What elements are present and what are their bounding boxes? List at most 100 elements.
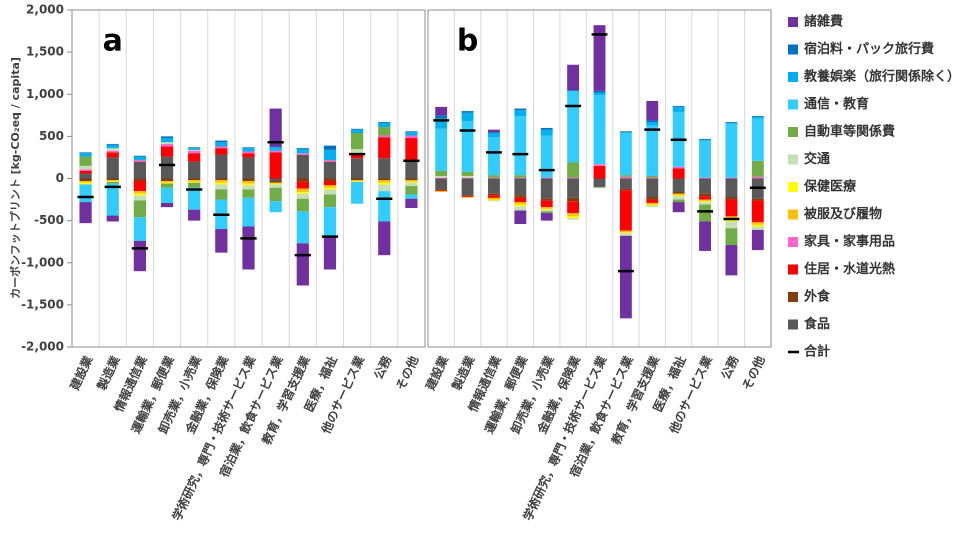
bar-segment	[488, 177, 500, 179]
bar-segment	[133, 240, 146, 272]
bar-segment	[593, 165, 606, 179]
bar-segment	[461, 195, 474, 197]
bar-segment	[405, 132, 418, 136]
bar-segment	[79, 165, 92, 170]
bar-segment	[514, 202, 527, 205]
bar-segment	[160, 142, 174, 144]
bar-segment	[79, 184, 92, 203]
bar-segment	[725, 177, 738, 179]
bar-segment	[323, 189, 337, 195]
legend-label: 食品	[804, 316, 830, 332]
bar-segment	[646, 199, 659, 203]
bar-segment	[405, 198, 418, 208]
bar-segment	[435, 189, 448, 191]
y-tick-label: 0	[56, 171, 64, 185]
bar-segment	[351, 154, 364, 159]
y-tick-label: -500	[34, 213, 64, 227]
bar-segment	[514, 108, 527, 111]
bar-segment	[188, 182, 201, 188]
bar-segment	[160, 136, 174, 139]
bar-segment	[488, 193, 500, 196]
bar-segment	[672, 191, 685, 194]
bar-segment	[242, 189, 255, 198]
legend-swatch	[788, 264, 798, 275]
bar-segment	[435, 118, 448, 129]
bar-segment	[188, 187, 201, 210]
bar-segment	[593, 90, 606, 93]
bar-segment	[514, 110, 527, 117]
bar-segment	[160, 156, 174, 179]
panel-label: a	[103, 24, 123, 59]
bar-segment	[699, 138, 711, 140]
bar-segment	[296, 149, 309, 154]
bar-segment	[646, 197, 659, 200]
bar-segment	[133, 195, 146, 201]
bar-segment	[405, 138, 418, 162]
legend-label: 教養娯楽（旅行関係除く）	[803, 69, 960, 85]
y-tick-label: 1,500	[26, 45, 64, 59]
bar-segment	[242, 148, 255, 152]
bar-segment	[593, 186, 606, 188]
bar-segment	[378, 182, 391, 185]
bar-segment	[188, 147, 201, 149]
bar-segment	[215, 142, 228, 147]
bar-segment	[323, 159, 337, 162]
bar-segment	[242, 151, 255, 154]
bar-segment	[269, 108, 282, 147]
legend-swatch	[788, 72, 798, 82]
bar-segment	[514, 178, 527, 196]
bar-segment	[215, 182, 228, 185]
bar-segment	[405, 135, 418, 139]
bar-segment	[567, 216, 580, 219]
bar-segment	[435, 115, 448, 119]
bar-segment	[461, 177, 474, 179]
bar-segment	[106, 178, 119, 181]
bar-segment	[488, 178, 500, 194]
bar-segment	[514, 116, 527, 176]
bar-segment	[488, 195, 500, 198]
bar-segment	[405, 181, 418, 183]
legend-swatch	[788, 154, 798, 165]
bar-segment	[296, 153, 309, 155]
bar-segment	[699, 204, 711, 222]
bar-segment	[540, 208, 553, 210]
bar-segment	[133, 200, 146, 218]
bar-segment	[79, 202, 92, 224]
bar-segment	[725, 245, 738, 276]
bar-segment	[323, 145, 337, 150]
legend-swatch	[788, 292, 798, 302]
bar-segment	[242, 181, 255, 184]
bar-segment	[378, 127, 391, 136]
bar-segment	[699, 202, 711, 205]
bar-segment	[461, 171, 474, 176]
bar-segment	[646, 178, 659, 198]
bar-segment	[751, 224, 764, 227]
bar-segment	[646, 120, 659, 123]
bar-segment	[540, 178, 553, 199]
bar-segment	[699, 193, 711, 197]
bar-segment	[461, 178, 474, 196]
bar-segment	[567, 218, 580, 220]
bar-segment	[188, 148, 201, 150]
bar-segment	[215, 229, 228, 253]
bar-segment	[106, 180, 119, 182]
bar-segment	[751, 116, 764, 119]
bar-segment	[751, 200, 764, 223]
bar-segment	[672, 202, 685, 213]
bar-segment	[725, 219, 738, 222]
bar-segment	[160, 202, 174, 208]
bar-segment	[351, 128, 364, 130]
legend-label: 家具・家事用品	[804, 234, 895, 250]
bar-segment	[619, 131, 632, 133]
legend-swatch	[788, 99, 798, 110]
bar-segment	[296, 198, 309, 212]
bar-segment	[215, 189, 228, 200]
bar-segment	[725, 123, 738, 178]
bar-segment	[133, 191, 146, 194]
bar-segment	[725, 178, 738, 198]
bar-segment	[242, 147, 255, 149]
bar-segment	[269, 178, 282, 182]
bar-segment	[567, 177, 580, 179]
bar-segment	[378, 191, 391, 222]
